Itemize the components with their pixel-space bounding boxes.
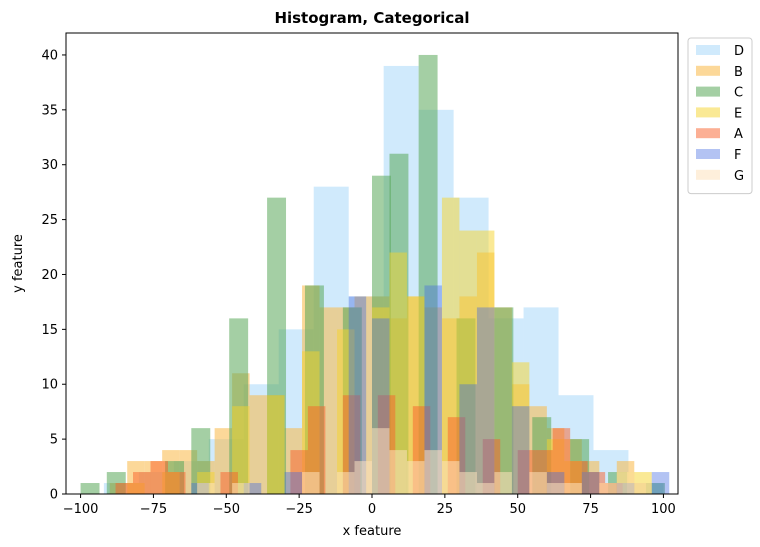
bar-A-1 <box>133 472 151 494</box>
bar-F-5 <box>424 285 442 494</box>
bar-G-7 <box>406 461 425 494</box>
axes-layer: −100 −75 −50 −25 0 25 50 75 100 0 5 10 15 20 25 30 35 40 <box>41 32 679 517</box>
legend-label-G: G <box>734 169 744 184</box>
bar-F-6 <box>459 384 477 494</box>
bar-G-12 <box>494 472 512 494</box>
bar-G-4 <box>354 461 372 494</box>
bar-A-14 <box>552 428 571 494</box>
bar-F-2 <box>284 472 303 494</box>
y-tick-label: 10 <box>41 378 58 393</box>
x-tick-label: 0 <box>368 502 376 517</box>
bar-F-7 <box>476 307 495 494</box>
bar-G-11 <box>476 483 495 494</box>
x-tick-label: 50 <box>509 502 526 517</box>
legend-label-B: B <box>734 65 743 80</box>
bar-G-0 <box>197 483 215 494</box>
bar-C-0 <box>80 483 100 494</box>
y-axis-label: y feature <box>11 234 26 293</box>
x-axis-label: x feature <box>343 524 402 539</box>
chart-title: Histogram, Categorical <box>274 9 469 27</box>
bar-F-10 <box>581 472 600 494</box>
bar-F-1 <box>243 483 262 494</box>
bar-A-3 <box>168 472 186 494</box>
legend-swatch-A <box>696 128 720 139</box>
y-tick-label: 40 <box>41 48 58 63</box>
bar-A-0 <box>115 483 134 494</box>
bar-G-13 <box>529 472 547 494</box>
bar-F-8 <box>511 406 530 494</box>
bar-G-10 <box>459 472 477 494</box>
x-tick-label: 25 <box>437 502 454 517</box>
bar-G-16 <box>599 483 617 494</box>
bars-layer <box>80 54 670 495</box>
bar-G-1 <box>232 483 250 494</box>
legend-label-C: C <box>734 86 743 101</box>
bar-E-4 <box>267 395 285 494</box>
x-tick-label: −100 <box>63 502 99 517</box>
bar-G-5 <box>372 428 390 494</box>
x-tick-label: 75 <box>582 502 599 517</box>
legend-label-A: A <box>734 127 743 142</box>
y-tick-label: 30 <box>41 158 58 173</box>
y-tick-label: 15 <box>41 323 58 338</box>
legend-swatch-E <box>696 107 720 118</box>
bar-F-3 <box>348 296 367 494</box>
legend-swatch-G <box>696 169 720 180</box>
legend-label-F: F <box>734 148 741 163</box>
x-tick-label: −75 <box>140 502 167 517</box>
bar-G-8 <box>424 450 442 494</box>
bar-G-14 <box>546 483 565 494</box>
bar-F-12 <box>651 472 670 494</box>
bar-E-12 <box>476 230 495 495</box>
legend-swatch-D <box>696 45 720 55</box>
y-tick-label: 25 <box>41 213 58 228</box>
bar-G-6 <box>389 450 407 494</box>
x-tick-label: 100 <box>651 502 676 517</box>
bar-G-18 <box>634 483 652 494</box>
bar-G-3 <box>337 472 355 494</box>
legend-swatch-F <box>696 149 720 159</box>
legend-label-E: E <box>734 106 742 121</box>
bar-C-16 <box>645 483 665 494</box>
y-tick-label: 5 <box>50 433 58 448</box>
y-tick-label: 35 <box>41 103 58 118</box>
x-tick-label: −25 <box>285 502 312 517</box>
legend-label-D: D <box>734 44 744 59</box>
bar-B-8 <box>249 395 268 494</box>
bar-G-17 <box>616 472 635 494</box>
legend-swatch-B <box>696 65 720 76</box>
y-tick-label: 20 <box>41 268 58 283</box>
y-tick-label: 0 <box>50 488 58 503</box>
bar-A-2 <box>150 461 168 494</box>
bar-G-2 <box>302 472 320 494</box>
legend-swatch-C <box>696 86 720 97</box>
x-tick-label: −50 <box>213 502 240 517</box>
bar-G-15 <box>564 483 582 494</box>
bar-G-9 <box>441 461 460 494</box>
